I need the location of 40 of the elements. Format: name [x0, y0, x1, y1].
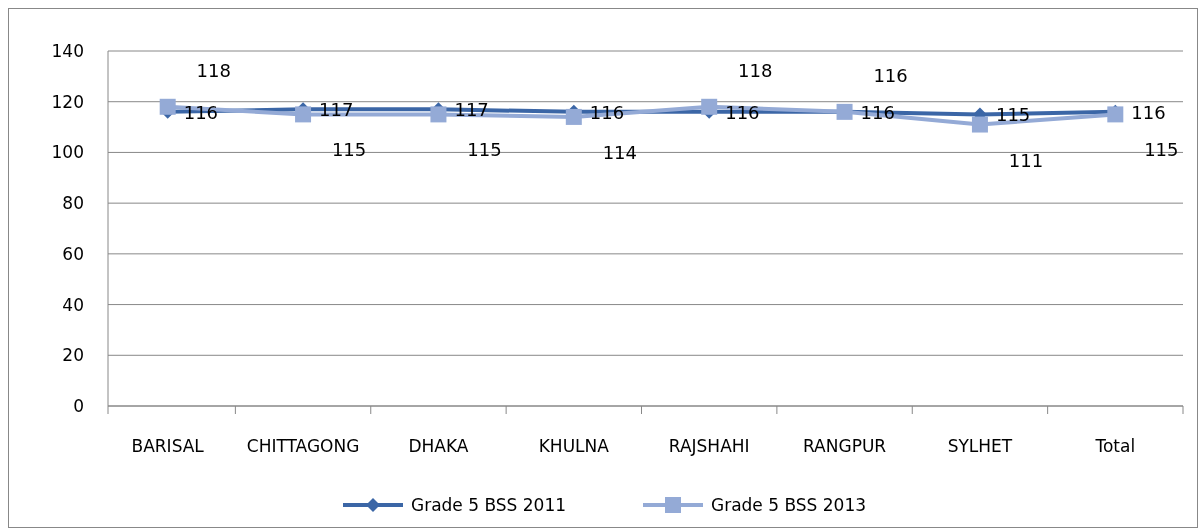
y-tick-label: 140	[51, 41, 84, 61]
legend-label: Grade 5 BSS 2013	[711, 495, 867, 515]
y-tick-label: 20	[62, 345, 84, 366]
point	[565, 108, 582, 125]
data-label: 116	[725, 101, 760, 123]
data-label: 116	[1131, 101, 1166, 123]
y-tick-label: 60	[62, 243, 84, 264]
data-label: 117	[454, 99, 489, 121]
point	[971, 116, 988, 133]
point	[701, 98, 718, 115]
point	[1107, 106, 1124, 123]
y-tick-label: 100	[51, 142, 84, 163]
data-label: 116	[873, 64, 908, 86]
data-label: 116	[183, 101, 219, 123]
data-label: 115	[467, 139, 502, 161]
x-tick-label: DHAKA	[408, 436, 469, 456]
data-label: 117	[319, 99, 354, 121]
y-tick-label: 40	[62, 294, 84, 315]
data-label: 114	[602, 141, 637, 163]
x-tick-label: SYLHET	[947, 436, 1013, 456]
x-tick-label: KHULNA	[538, 436, 610, 456]
point	[159, 98, 176, 115]
data-label: 116	[589, 101, 625, 123]
point	[430, 106, 447, 123]
data-label: 115	[1144, 139, 1179, 161]
legend-label: Grade 5 BSS 2011	[411, 495, 567, 515]
data-label: 118	[738, 59, 773, 81]
data-label: 116	[860, 101, 895, 123]
x-tick-label: Total	[1094, 436, 1136, 456]
y-tick-label: 120	[51, 91, 84, 112]
x-tick-label: RANGPUR	[802, 436, 887, 456]
y-tick-label: 80	[62, 193, 84, 214]
data-label: 115	[331, 139, 367, 161]
y-tick-label: 0	[73, 396, 84, 416]
x-tick-label: BARISAL	[131, 436, 205, 456]
x-tick-label: CHITTAGONG	[246, 436, 360, 456]
point	[295, 106, 312, 123]
data-label: 118	[196, 59, 231, 81]
x-tick-label: RAJSHAHI	[668, 436, 750, 456]
data-label: 111	[1008, 149, 1044, 171]
